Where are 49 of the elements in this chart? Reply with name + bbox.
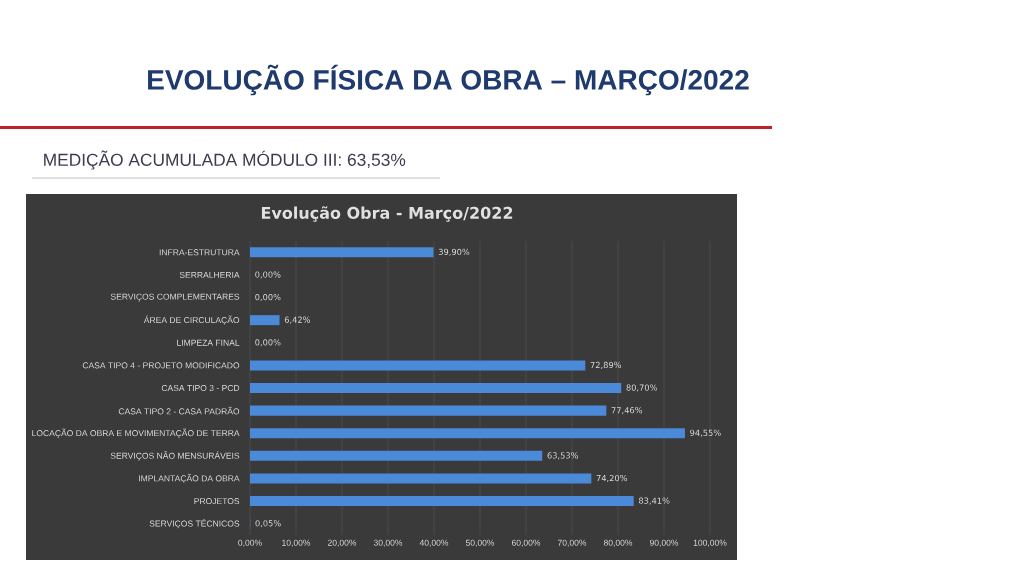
data-label: 74,20% xyxy=(596,474,628,483)
data-label: 0,00% xyxy=(255,339,281,347)
x-tick-label: 30,00% xyxy=(373,539,403,547)
data-label: 77,46% xyxy=(611,407,643,415)
bar xyxy=(250,383,622,394)
x-tick-label: 100,00% xyxy=(693,539,727,547)
y-tick-label: SERVIÇOS NÃO MENSURÁVEIS xyxy=(110,451,240,461)
y-tick-label: CASA TIPO 3 - PCD xyxy=(161,384,240,392)
data-label: 0,05% xyxy=(255,520,281,528)
bar xyxy=(250,496,634,507)
data-label: 72,89% xyxy=(590,361,622,369)
data-label: 0,00% xyxy=(255,271,281,279)
bar xyxy=(250,247,434,258)
bar xyxy=(250,473,592,484)
x-tick-label: 80,00% xyxy=(603,539,633,547)
bar xyxy=(250,315,280,326)
x-tick-label: 10,00% xyxy=(282,539,311,547)
chart-subtitle: MEDIÇÃO ACUMULADA MÓDULO III: 63,53% xyxy=(44,150,406,170)
data-label: 83,41% xyxy=(638,497,670,505)
bar xyxy=(250,360,586,371)
y-tick-label: SERVIÇOS COMPLEMENTARES xyxy=(110,293,240,302)
data-label: 39,90% xyxy=(438,248,470,256)
data-label: 63,53% xyxy=(547,452,579,460)
data-label: 80,70% xyxy=(626,384,657,392)
data-label: 6,42% xyxy=(284,316,311,324)
bar xyxy=(250,405,607,416)
y-tick-label: LOCAÇÃO DA OBRA E MOVIMENTAÇÃO DE TERRA xyxy=(32,428,240,438)
x-tick-label: 20,00% xyxy=(327,539,357,547)
y-tick-label: SERVIÇOS TÉCNICOS xyxy=(149,519,240,529)
bar xyxy=(250,450,543,461)
bar xyxy=(250,428,685,439)
x-tick-label: 40,00% xyxy=(419,539,449,547)
x-tick-label: 90,00% xyxy=(649,539,679,547)
x-tick-label: 50,00% xyxy=(465,539,495,547)
y-tick-label: CASA TIPO 2 - CASA PADRÃO xyxy=(118,406,240,415)
x-tick-label: 70,00% xyxy=(557,539,587,547)
x-tick-label: 60,00% xyxy=(511,539,541,547)
y-tick-label: LIMPEZA FINAL xyxy=(177,339,240,346)
x-tick-label: 0,00% xyxy=(238,539,262,547)
y-tick-label: CASA TIPO 4 - PROJETO MODIFICADO xyxy=(82,362,240,369)
y-tick-label: ÁREA DE CIRCULAÇÃO xyxy=(143,315,240,325)
y-tick-label: IMPLANTAÇÃO DA OBRA xyxy=(139,473,240,484)
y-tick-label: INFRA-ESTRUTURA xyxy=(159,249,240,256)
data-label: 0,00% xyxy=(255,294,281,302)
chart-title: EVOLUÇÃO FÍSICA DA OBRA – MARÇO/2022 xyxy=(148,64,749,96)
y-tick-label: SERRALHERIA xyxy=(179,271,240,278)
y-tick-label: PROJETOS xyxy=(194,498,240,505)
text: Evolução Obra - Março/2022 xyxy=(261,206,513,222)
data-label: 94,55% xyxy=(690,429,721,437)
